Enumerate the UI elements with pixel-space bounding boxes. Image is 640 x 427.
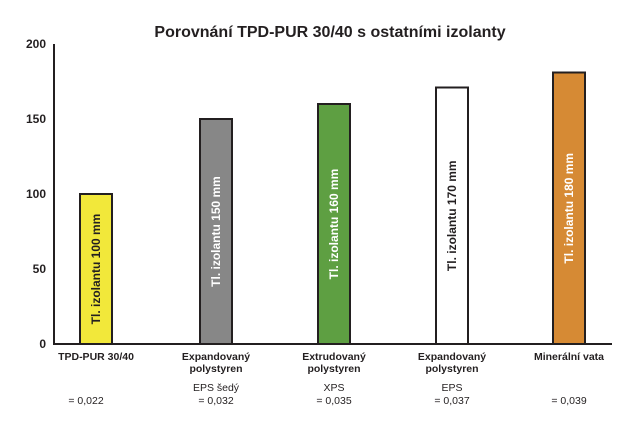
y-tick-label: 50: [33, 262, 47, 276]
x-tick-label: Expandovaný: [182, 351, 250, 363]
material-subtype-label: EPS: [441, 382, 462, 394]
y-tick-label: 150: [26, 112, 46, 126]
x-tick-label: polystyren: [307, 363, 360, 375]
bar: [435, 86, 469, 345]
x-tick-label: Minerální vata: [534, 351, 604, 363]
x-tick-label: polystyren: [425, 363, 478, 375]
material-subtype-label: EPS šedý: [193, 382, 240, 394]
bar-data-label: Tl. izolantu 100 mm: [89, 214, 103, 325]
bar: [317, 103, 351, 345]
chart-title: Porovnání TPD-PUR 30/40 s ostatními izol…: [154, 24, 505, 41]
bar-data-label: Tl. izolantu 150 mm: [209, 176, 223, 287]
bar-data-label: Tl. izolantu 170 mm: [445, 160, 459, 271]
x-tick-label: TPD-PUR 30/40: [58, 351, 134, 363]
y-tick-label: 0: [39, 337, 46, 351]
y-tick-label: 100: [26, 187, 46, 201]
material-subtype-label: XPS: [323, 382, 344, 394]
x-tick-label: Extrudovaný: [302, 351, 366, 363]
x-tick-label: polystyren: [189, 363, 242, 375]
lambda-value-label: = 0,039: [551, 395, 586, 407]
bar: [552, 71, 586, 345]
lambda-value-label: = 0,035: [316, 395, 351, 407]
lambda-value-label: = 0,037: [434, 395, 469, 407]
y-tick-label: 200: [26, 37, 46, 51]
lambda-value-label: = 0,022: [68, 395, 103, 407]
bar-data-label: Tl. izolantu 180 mm: [562, 153, 576, 264]
bar: [79, 193, 113, 345]
lambda-value-label: = 0,032: [198, 395, 233, 407]
bar: [199, 118, 233, 345]
x-tick-label: Expandovaný: [418, 351, 486, 363]
bar-data-label: Tl. izolantu 160 mm: [327, 169, 341, 280]
